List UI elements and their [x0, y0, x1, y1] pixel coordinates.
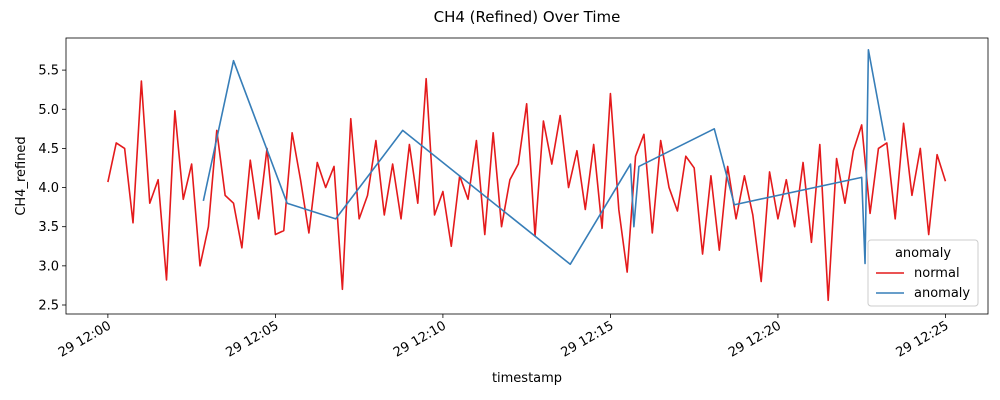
y-tick-label: 4.0: [38, 181, 59, 196]
chart-title: CH4 (Refined) Over Time: [434, 8, 621, 26]
legend-label: anomaly: [914, 286, 970, 301]
y-tick-label: 2.5: [38, 298, 59, 313]
legend-label: normal: [914, 266, 960, 281]
legend-title: anomaly: [895, 246, 951, 261]
plot-frame: [65, 37, 989, 315]
data-line: [107, 77, 947, 302]
x-tick-label: 29 12:25: [894, 318, 952, 360]
y-tick-label: 3.0: [38, 259, 59, 274]
x-tick-label: 29 12:05: [224, 318, 282, 360]
x-axis-label: timestamp: [492, 371, 562, 386]
x-tick-label: 29 12:20: [726, 318, 784, 360]
y-tick-label: 5.0: [38, 103, 59, 118]
data-line: [202, 48, 886, 266]
x-tick-label: 29 12:00: [56, 318, 114, 360]
y-tick-label: 3.5: [38, 220, 59, 235]
x-tick-label: 29 12:10: [391, 318, 449, 360]
y-axis-label: CH4_refined: [14, 136, 29, 215]
y-tick-label: 4.5: [38, 142, 59, 157]
legend-box: [867, 239, 979, 307]
x-tick-label: 29 12:15: [559, 318, 617, 360]
y-tick-label: 5.5: [38, 64, 59, 79]
